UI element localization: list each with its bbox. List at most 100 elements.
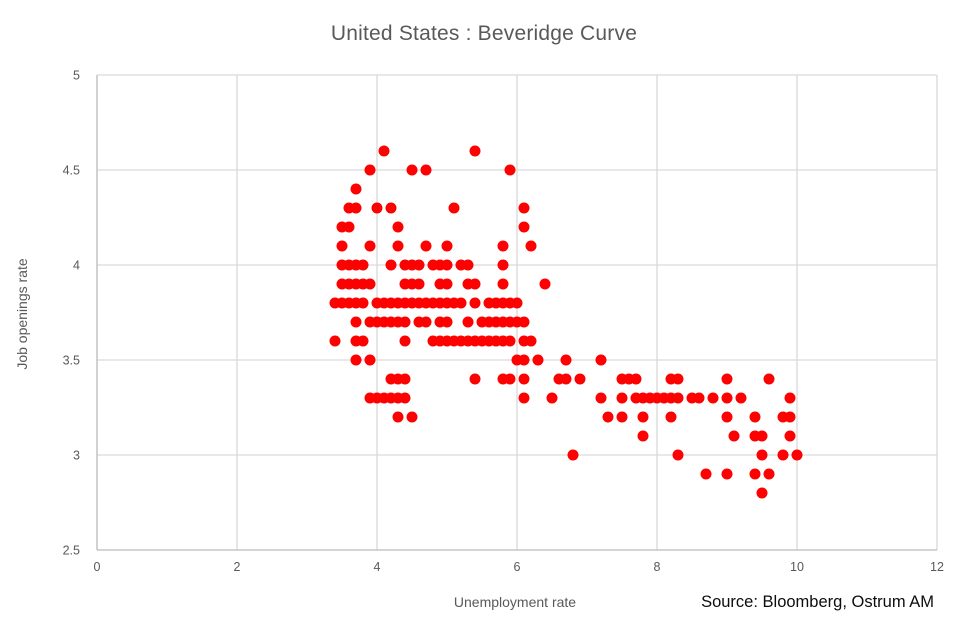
data-point bbox=[441, 316, 453, 328]
data-point bbox=[784, 430, 796, 442]
data-point bbox=[399, 373, 411, 385]
data-point bbox=[518, 373, 530, 385]
data-point bbox=[385, 259, 397, 271]
data-point bbox=[784, 411, 796, 423]
data-point bbox=[504, 164, 516, 176]
data-point bbox=[497, 240, 509, 252]
data-point bbox=[399, 392, 411, 404]
data-point bbox=[707, 392, 719, 404]
data-point bbox=[399, 316, 411, 328]
data-point bbox=[350, 183, 362, 195]
data-point bbox=[784, 392, 796, 404]
data-point bbox=[728, 430, 740, 442]
y-tick-label: 2.5 bbox=[63, 544, 80, 558]
data-point bbox=[462, 316, 474, 328]
data-point bbox=[469, 145, 481, 157]
x-tick-label: 10 bbox=[790, 560, 804, 574]
data-point bbox=[756, 430, 768, 442]
data-point bbox=[364, 354, 376, 366]
data-point bbox=[441, 278, 453, 290]
data-point bbox=[350, 316, 362, 328]
data-point bbox=[357, 335, 369, 347]
data-point bbox=[343, 221, 355, 233]
data-point bbox=[469, 297, 481, 309]
data-point bbox=[700, 468, 712, 480]
data-point bbox=[413, 259, 425, 271]
data-point bbox=[399, 335, 411, 347]
data-point bbox=[602, 411, 614, 423]
data-point bbox=[385, 202, 397, 214]
data-point bbox=[336, 240, 348, 252]
data-point bbox=[364, 278, 376, 290]
y-tick-label: 3 bbox=[73, 449, 80, 463]
data-point bbox=[504, 335, 516, 347]
source-annotation: Source: Bloomberg, Ostrum AM bbox=[701, 593, 934, 611]
data-point bbox=[371, 202, 383, 214]
data-point bbox=[518, 221, 530, 233]
data-point bbox=[441, 259, 453, 271]
y-tick-label: 4.5 bbox=[63, 164, 80, 178]
data-point bbox=[497, 278, 509, 290]
data-point bbox=[378, 145, 390, 157]
data-point bbox=[637, 411, 649, 423]
data-point bbox=[546, 392, 558, 404]
data-point bbox=[637, 430, 649, 442]
y-tick-label: 3.5 bbox=[63, 354, 80, 368]
x-tick-label: 4 bbox=[374, 560, 381, 574]
data-point bbox=[469, 373, 481, 385]
data-point bbox=[448, 202, 460, 214]
data-point bbox=[455, 297, 467, 309]
data-point bbox=[462, 259, 474, 271]
data-point bbox=[721, 392, 733, 404]
x-tick-label: 0 bbox=[94, 560, 101, 574]
data-point bbox=[616, 411, 628, 423]
data-point bbox=[763, 468, 775, 480]
data-point bbox=[469, 278, 481, 290]
data-point bbox=[504, 373, 516, 385]
data-point bbox=[364, 240, 376, 252]
data-point bbox=[777, 449, 789, 461]
data-point bbox=[392, 411, 404, 423]
data-point bbox=[756, 449, 768, 461]
data-point bbox=[665, 411, 677, 423]
data-point bbox=[350, 354, 362, 366]
data-point bbox=[518, 354, 530, 366]
data-point bbox=[413, 278, 425, 290]
data-point bbox=[525, 240, 537, 252]
data-point bbox=[350, 202, 362, 214]
data-point bbox=[721, 468, 733, 480]
data-point bbox=[406, 411, 418, 423]
data-point bbox=[735, 392, 747, 404]
data-point bbox=[616, 392, 628, 404]
y-axis-title: Job openings rate bbox=[14, 258, 30, 370]
data-point bbox=[721, 373, 733, 385]
data-point bbox=[420, 164, 432, 176]
data-point bbox=[364, 164, 376, 176]
data-point bbox=[392, 221, 404, 233]
data-point bbox=[574, 373, 586, 385]
data-point bbox=[392, 240, 404, 252]
data-point bbox=[357, 297, 369, 309]
data-point bbox=[406, 164, 418, 176]
data-point bbox=[560, 373, 572, 385]
data-point bbox=[721, 411, 733, 423]
data-point bbox=[525, 335, 537, 347]
data-point bbox=[560, 354, 572, 366]
x-tick-label: 2 bbox=[234, 560, 241, 574]
data-point bbox=[441, 240, 453, 252]
data-point bbox=[518, 316, 530, 328]
data-point bbox=[511, 297, 523, 309]
data-point bbox=[497, 259, 509, 271]
y-tick-label: 4 bbox=[73, 259, 80, 273]
data-point bbox=[357, 259, 369, 271]
x-axis-title: Unemployment rate bbox=[453, 594, 577, 610]
chart-title: United States : Beveridge Curve bbox=[330, 22, 638, 45]
y-tick-label: 5 bbox=[73, 69, 80, 83]
x-tick-label: 6 bbox=[514, 560, 521, 574]
data-point bbox=[595, 354, 607, 366]
data-point bbox=[693, 392, 705, 404]
data-point bbox=[518, 392, 530, 404]
data-point bbox=[791, 449, 803, 461]
